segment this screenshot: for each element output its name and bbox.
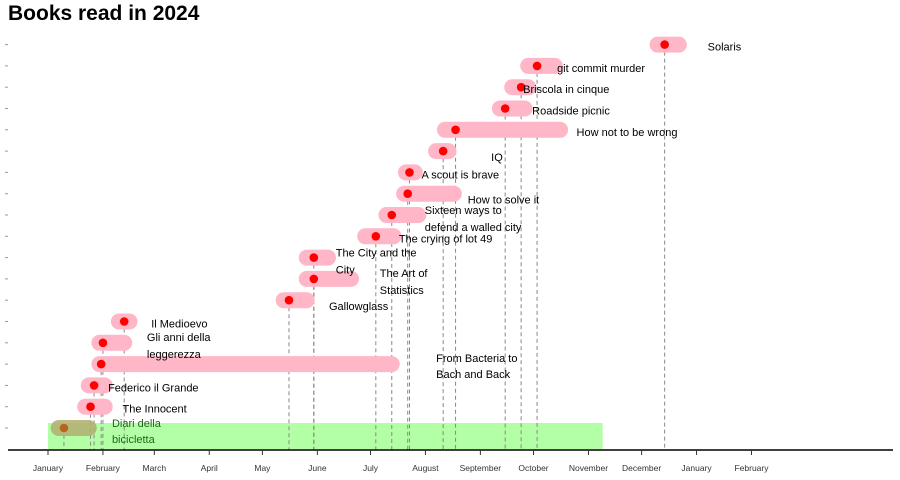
book-marker <box>284 295 294 305</box>
book-label: IQ <box>491 152 503 164</box>
book-label-line: Diari della <box>112 418 162 430</box>
markers-layer <box>59 40 669 433</box>
x-tick-label: August <box>412 463 439 473</box>
book-label-line: defend a walled city <box>425 222 522 234</box>
book-label-line: Statistics <box>380 285 425 297</box>
x-tick-label: June <box>308 463 327 473</box>
book-label: The crying of lot 49 <box>399 233 493 245</box>
book-label-line: The Art of <box>380 268 429 280</box>
x-tick-label: October <box>518 463 548 473</box>
x-tick-label: July <box>363 463 379 473</box>
book-marker <box>405 168 414 177</box>
book-label-line: City <box>336 265 355 277</box>
book-marker <box>660 40 669 49</box>
x-tick-label: March <box>143 463 167 473</box>
book-label-line: Bach and Back <box>436 369 510 381</box>
reading-bars-layer <box>50 36 687 436</box>
book-label: The City and the City <box>336 248 417 277</box>
book-marker <box>438 146 448 156</box>
book-marker <box>500 104 510 113</box>
book-label: How not to be wrong <box>577 127 678 139</box>
x-tick-label: November <box>569 463 608 473</box>
book-label: From Bacteria to Bach and Back <box>436 353 517 381</box>
book-marker <box>387 210 397 220</box>
highlight-band <box>48 423 603 449</box>
book-marker <box>86 402 95 412</box>
book-label-line: Gli anni della <box>147 332 211 344</box>
book-marker <box>371 232 381 241</box>
book-label: Diari della bicicletta <box>112 418 162 446</box>
x-tick-label: December <box>622 463 661 473</box>
book-marker <box>98 338 108 348</box>
book-label-line: From Bacteria to <box>436 353 517 365</box>
book-marker <box>403 189 413 198</box>
x-tick-label: January <box>33 463 64 473</box>
x-tick-label: February <box>86 463 121 473</box>
book-label-line: Sixteen ways to <box>425 205 502 217</box>
book-marker <box>119 317 129 326</box>
book-marker <box>309 274 319 284</box>
book-label-line: bicicletta <box>112 434 156 446</box>
chart-title: Books read in 2024 <box>8 2 200 25</box>
book-label: Il Medioevo <box>151 319 207 331</box>
highlight-band-layer <box>48 423 603 449</box>
book-marker <box>516 82 526 92</box>
book-label: How to solve it <box>468 195 540 207</box>
book-label: Gli anni della leggerezza <box>147 332 211 361</box>
book-label-line: The City and the <box>336 248 417 260</box>
book-marker <box>89 381 99 390</box>
book-label: git commit murder <box>557 63 645 75</box>
book-labels-layer: Diari della bicicletta The Innocent Federic… <box>108 42 742 446</box>
book-marker <box>309 253 319 262</box>
book-label: Gallowglass <box>329 301 389 313</box>
book-label: Federico il Grande <box>108 382 198 394</box>
book-label: Briscola in cinque <box>523 84 609 96</box>
x-tick-label: February <box>734 463 769 473</box>
book-marker <box>451 125 460 135</box>
x-tick-label: September <box>460 463 502 473</box>
x-tick-label: January <box>681 463 712 473</box>
book-label: Sixteen ways to defend a walled city <box>425 205 522 234</box>
book-label: Solaris <box>708 42 742 54</box>
book-label: The Art of Statistics <box>380 268 429 297</box>
book-marker <box>96 359 106 369</box>
book-marker <box>532 61 542 71</box>
book-label: A scout is brave <box>421 169 499 181</box>
x-axis: January February March April May June July Augu… <box>5 44 893 473</box>
book-label: Roadside picnic <box>532 106 610 118</box>
book-label: The Innocent <box>123 404 187 416</box>
x-tick-label: May <box>254 463 271 473</box>
book-marker <box>59 423 69 433</box>
x-tick-label: April <box>201 463 218 473</box>
book-label-line: leggerezza <box>147 349 202 361</box>
